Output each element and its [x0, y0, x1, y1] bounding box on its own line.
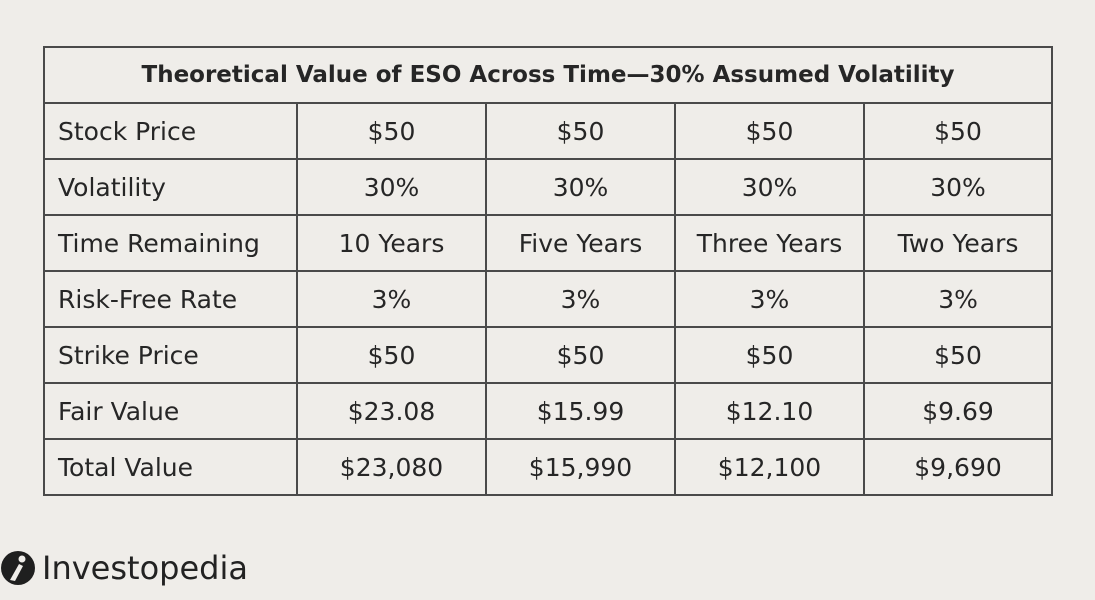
table-row: Stock Price $50 $50 $50 $50 [43, 102, 1054, 160]
eso-table: Theoretical Value of ESO Across Time—30%… [42, 46, 1054, 496]
cell: 3% [862, 270, 1054, 328]
cell: $50 [485, 102, 676, 160]
cell: $23,080 [296, 438, 487, 496]
table-row: Volatility 30% 30% 30% 30% [43, 158, 1054, 216]
cell: $50 [485, 326, 676, 384]
row-label: Stock Price [43, 102, 298, 160]
row-label: Risk-Free Rate [43, 270, 298, 328]
cell: $50 [862, 326, 1054, 384]
cell: $15,990 [485, 438, 676, 496]
cell: $50 [862, 102, 1054, 160]
cell: $50 [674, 102, 865, 160]
brand-name: Investopedia [42, 549, 248, 587]
table-row: Time Remaining 10 Years Five Years Three Ye… [43, 214, 1054, 272]
cell: $23.08 [296, 382, 487, 440]
title-row: Theoretical Value of ESO Across Time—30%… [42, 46, 1054, 104]
cell: 3% [674, 270, 865, 328]
table-row: Total Value $23,080 $15,990 $12,100 $9,690 [43, 438, 1054, 496]
table-title: Theoretical Value of ESO Across Time—30%… [42, 46, 1054, 104]
cell: Five Years [485, 214, 676, 272]
cell: $15.99 [485, 382, 676, 440]
cell: 3% [296, 270, 487, 328]
cell: $50 [674, 326, 865, 384]
cell: 30% [296, 158, 487, 216]
cell: $9.69 [862, 382, 1054, 440]
row-label: Strike Price [43, 326, 298, 384]
cell: $12.10 [674, 382, 865, 440]
row-label: Fair Value [43, 382, 298, 440]
row-label: Time Remaining [43, 214, 298, 272]
cell: 30% [862, 158, 1054, 216]
cell: $50 [296, 102, 487, 160]
table-row: Risk-Free Rate 3% 3% 3% 3% [43, 270, 1054, 328]
cell: 3% [485, 270, 676, 328]
logo-icon [1, 551, 35, 585]
cell: Two Years [862, 214, 1054, 272]
brand-logo: Investopedia [0, 546, 248, 590]
cell: $12,100 [674, 438, 865, 496]
table-row: Fair Value $23.08 $15.99 $12.10 $9.69 [43, 382, 1054, 440]
row-label: Volatility [43, 158, 298, 216]
cell: 30% [674, 158, 865, 216]
table-row: Strike Price $50 $50 $50 $50 [43, 326, 1054, 384]
cell: 30% [485, 158, 676, 216]
cell: $50 [296, 326, 487, 384]
cell: Three Years [674, 214, 865, 272]
cell: $9,690 [862, 438, 1054, 496]
row-label: Total Value [43, 438, 298, 496]
cell: 10 Years [296, 214, 487, 272]
